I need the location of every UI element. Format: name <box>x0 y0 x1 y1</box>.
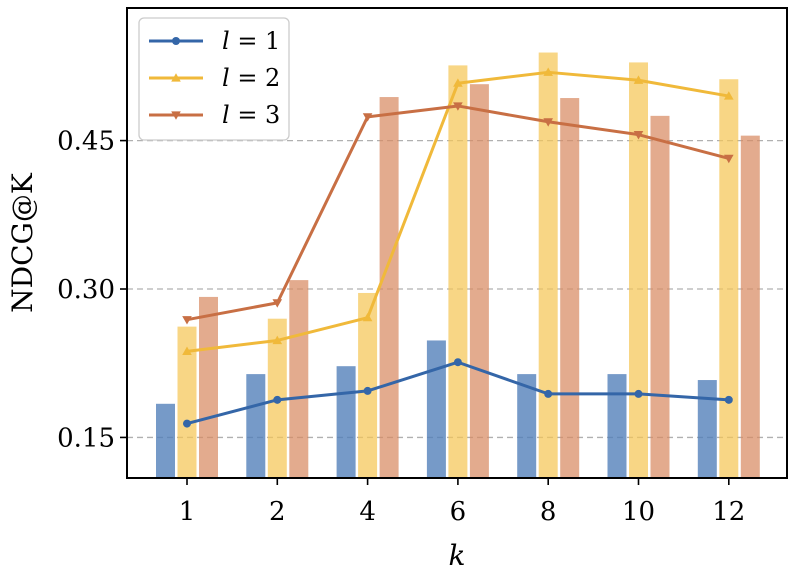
bar-series3-2 <box>289 280 309 478</box>
y-tick-label-1: 0.30 <box>57 275 115 305</box>
point-series1-6 <box>453 358 462 367</box>
x-tick-label-2: 2 <box>269 497 286 527</box>
point-series3-8 <box>543 118 553 127</box>
bar-series1-10 <box>607 374 627 478</box>
bar-series2-12 <box>719 79 739 479</box>
x-tick-label-12: 12 <box>712 497 745 527</box>
bar-series2-6 <box>448 65 468 479</box>
bar-series3-6 <box>469 84 489 478</box>
legend-box <box>138 17 290 141</box>
point-series2-1 <box>182 346 192 355</box>
point-series1-10 <box>634 389 643 398</box>
legend: l = 1 l = 2 l = 3 <box>138 17 290 141</box>
point-series2-10 <box>633 75 644 84</box>
point-series3-12 <box>724 154 734 164</box>
point-series1-1 <box>183 419 191 428</box>
point-series2-4 <box>362 312 373 322</box>
bar-series1-6 <box>426 340 446 478</box>
point-series2-2 <box>272 335 283 345</box>
bar-series1-8 <box>517 374 537 478</box>
point-series1-4 <box>363 386 372 395</box>
bar-series2-4 <box>358 292 378 478</box>
series-lines <box>182 67 734 428</box>
legend-marker-2 <box>171 73 181 82</box>
bar-series1-2 <box>246 374 266 478</box>
point-series1-12 <box>724 395 733 404</box>
point-series3-10 <box>633 131 644 140</box>
legend-label-1: l = 1 <box>222 27 280 55</box>
plot-frame <box>126 7 788 479</box>
legend-marker-3 <box>171 111 181 120</box>
bar-series3-4 <box>379 97 399 478</box>
bar-series3-8 <box>560 98 580 478</box>
bar-series1-4 <box>336 366 356 478</box>
x-tick-label-10: 10 <box>622 497 655 527</box>
x-axis-title: k <box>449 539 466 572</box>
y-axis-title: NDCG@K <box>6 172 39 313</box>
point-series2-6 <box>453 78 463 87</box>
x-tick-label-8: 8 <box>540 497 557 527</box>
bar-series3-10 <box>650 115 670 478</box>
point-series1-8 <box>544 389 553 398</box>
bar-series2-10 <box>629 62 648 478</box>
legend-label-3: l = 3 <box>222 101 280 129</box>
y-tick-label-0: 0.15 <box>57 423 115 453</box>
bar-series2-8 <box>538 52 558 479</box>
axes: 1 2 4 6 8 10 120.150.300.45 <box>57 7 788 527</box>
legend-label-2: l = 2 <box>222 64 280 92</box>
bar-series2-1 <box>177 326 197 478</box>
point-series2-12 <box>724 91 734 100</box>
legend-marker-1 <box>172 37 180 45</box>
point-series2-8 <box>543 67 553 76</box>
point-series1-2 <box>273 395 282 404</box>
bar-series1-12 <box>697 380 717 478</box>
x-tick-label-1: 1 <box>179 497 196 527</box>
bar-series1-1 <box>156 403 175 478</box>
x-tick-label-6: 6 <box>450 497 467 527</box>
point-series3-2 <box>272 299 283 308</box>
bar-groups <box>156 52 760 479</box>
y-tick-label-2: 0.45 <box>57 127 115 157</box>
x-tick-label-4: 4 <box>359 497 376 527</box>
bar-series3-1 <box>199 296 218 478</box>
point-series3-1 <box>182 316 192 325</box>
point-series3-4 <box>362 113 373 122</box>
bar-series3-12 <box>740 135 760 479</box>
point-series3-6 <box>453 102 463 111</box>
